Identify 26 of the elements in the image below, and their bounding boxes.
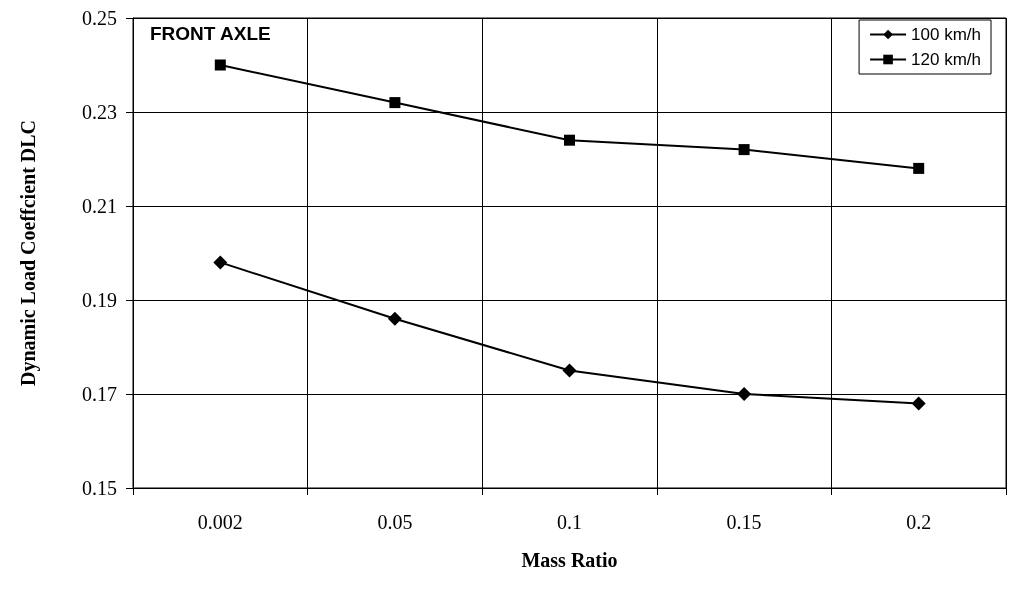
y-axis-title: Dynamic Load Coeffcient DLC xyxy=(17,119,40,387)
y-tick-label: 0.25 xyxy=(82,7,117,29)
y-tick-label: 0.17 xyxy=(82,383,117,405)
legend-label: 100 km/h xyxy=(911,25,982,44)
x-axis-title: Mass Ratio xyxy=(521,549,618,571)
point xyxy=(737,387,752,401)
point xyxy=(564,134,575,146)
x-tick-label: 0.15 xyxy=(726,511,762,533)
point xyxy=(387,311,402,326)
point xyxy=(911,396,926,411)
point xyxy=(213,255,228,270)
point xyxy=(562,363,577,378)
legend-label: 120 km/h xyxy=(911,50,982,69)
y-tick-label: 0.23 xyxy=(82,101,117,123)
y-tick-label: 0.15 xyxy=(82,477,117,499)
y-tick-label: 0.19 xyxy=(82,289,117,311)
point xyxy=(389,97,401,109)
point xyxy=(738,144,750,156)
y-tick-label: 0.21 xyxy=(82,195,117,217)
x-tick-label: 0.2 xyxy=(906,511,932,533)
point xyxy=(214,59,226,71)
point xyxy=(913,162,925,174)
x-tick-label: 0.05 xyxy=(377,511,413,533)
annotation: FRONT AXLE xyxy=(150,23,271,44)
x-tick-label: 0.002 xyxy=(197,511,243,533)
x-tick-label: 0.1 xyxy=(557,511,582,533)
